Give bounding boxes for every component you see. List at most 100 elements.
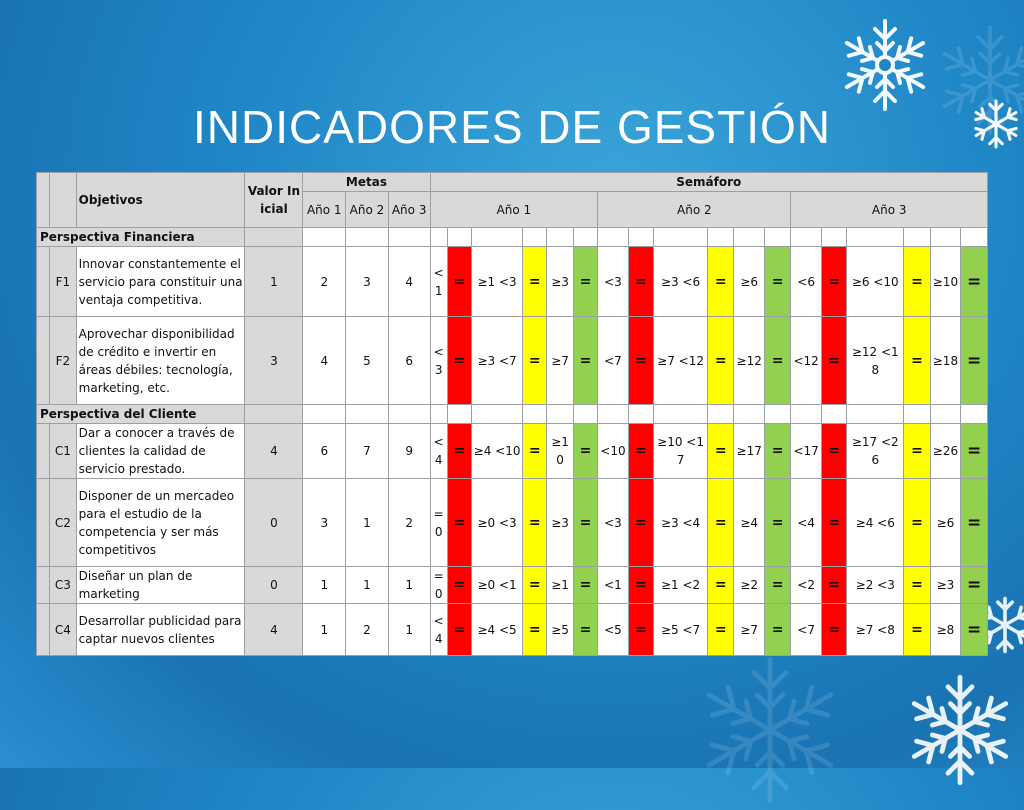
semaforo-cell: = (521, 246, 548, 317)
semaforo-cell: ≥1 <3 (471, 246, 523, 317)
semaforo-cell: <4 (429, 423, 448, 479)
semaforo-cell: = (960, 246, 988, 317)
header-objetivos: Objetivos (75, 172, 246, 228)
section-title: Perspectiva Financiera (35, 227, 246, 247)
semaforo-cell: = (960, 316, 988, 405)
semaforo-cell: ≥10 (546, 423, 574, 479)
semaforo-cell: = (572, 478, 599, 567)
semaforo-cell: = (960, 423, 988, 479)
slide-title: INDICADORES DE GESTIÓN (193, 101, 831, 153)
row-meta: 9 (387, 423, 431, 479)
header-metas: Metas (302, 172, 431, 192)
semaforo-cell: = (903, 566, 931, 604)
semaforo-cell: ≥0 <3 (471, 478, 523, 567)
semaforo-cell: = (707, 423, 735, 479)
semaforo-cell: ≥4 <6 (846, 478, 905, 567)
header-metas-year: Año 3 (387, 191, 431, 228)
table-row: C3 Diseñar un plan de marketing 0 1 1 1 =0 = ≥0 … (35, 566, 988, 604)
empty-cell (471, 404, 523, 424)
header-semaforo-year: Año 2 (597, 191, 792, 228)
semaforo-cell: = (627, 316, 655, 405)
semaforo-cell: ≥17 (733, 423, 765, 479)
empty-cell (345, 404, 389, 424)
empty-cell (572, 404, 599, 424)
row-initial-value: 4 (244, 603, 304, 656)
header-valor-inicial: Valor Inicial (244, 172, 304, 228)
semaforo-cell: = (820, 478, 848, 567)
section-row: Perspectiva del Cliente (35, 404, 988, 424)
semaforo-cell: <10 (597, 423, 629, 479)
semaforo-cell: = (572, 316, 599, 405)
semaforo-cell: = (820, 603, 848, 656)
semaforo-cell: = (820, 316, 848, 405)
row-meta: 1 (387, 566, 431, 604)
row-objective: Aprovechar disponibilidad de crédito e i… (75, 316, 246, 405)
empty-cell (733, 404, 765, 424)
empty-cell (597, 227, 629, 247)
semaforo-cell: ≥3 <6 (653, 246, 709, 317)
empty-cell (345, 227, 389, 247)
semaforo-cell: ≥1 (546, 566, 574, 604)
header-row-2: Año 1 Año 2 Año 3 Año 1 Año 2 Año 3 (37, 191, 988, 228)
semaforo-cell: = (627, 603, 655, 656)
semaforo-cell: ≥0 <1 (471, 566, 523, 604)
semaforo-cell: = (572, 566, 599, 604)
semaforo-cell: ≥3 <7 (471, 316, 523, 405)
row-meta: 6 (302, 423, 347, 479)
semaforo-cell: = (820, 566, 848, 604)
semaforo-cell: = (763, 316, 792, 405)
row-code: F2 (49, 316, 77, 405)
semaforo-cell: <4 (429, 603, 448, 656)
semaforo-cell: = (521, 566, 548, 604)
empty-cell (820, 404, 848, 424)
row-meta: 1 (387, 603, 431, 656)
semaforo-cell: = (903, 603, 931, 656)
section-title: Perspectiva del Cliente (35, 404, 246, 424)
semaforo-cell: ≥3 (546, 246, 574, 317)
row-meta: 6 (387, 316, 431, 405)
semaforo-cell: ≥1 <2 (653, 566, 709, 604)
empty-cell (653, 404, 709, 424)
row-meta: 4 (302, 316, 347, 405)
semaforo-cell: <3 (429, 316, 448, 405)
semaforo-cell: = (521, 478, 548, 567)
row-initial-value: 3 (244, 316, 304, 405)
row-blank (35, 316, 51, 405)
table-row: F1 Innovar constantemente el servicio par… (35, 246, 988, 317)
semaforo-cell: = (960, 603, 988, 656)
empty-cell (903, 227, 931, 247)
semaforo-cell: ≥12 (733, 316, 765, 405)
empty-cell (429, 404, 448, 424)
empty-cell (707, 227, 735, 247)
semaforo-cell: <4 (790, 478, 822, 567)
semaforo-cell: = (627, 566, 655, 604)
semaforo-cell: = (903, 423, 931, 479)
empty-cell (707, 404, 735, 424)
semaforo-cell: = (446, 603, 473, 656)
header-metas-year: Año 2 (345, 191, 389, 228)
row-meta: 5 (345, 316, 389, 405)
semaforo-cell: =0 (429, 566, 448, 604)
empty-cell (790, 404, 822, 424)
semaforo-cell: ≥7 <12 (653, 316, 709, 405)
empty-cell (597, 404, 629, 424)
empty-cell (903, 404, 931, 424)
semaforo-cell: ≥3 (929, 566, 962, 604)
table-row: C4 Desarrollar publicidad para captar nue… (35, 603, 988, 656)
empty-cell (521, 227, 548, 247)
row-blank (35, 423, 51, 479)
row-blank (35, 566, 51, 604)
row-initial-value: 1 (244, 246, 304, 317)
row-meta: 1 (345, 478, 389, 567)
row-objective: Disponer de un mercadeo para el estudio … (75, 478, 246, 567)
semaforo-cell: = (521, 316, 548, 405)
row-initial-value: 4 (244, 423, 304, 479)
row-initial-value: 0 (244, 478, 304, 567)
row-meta: 7 (345, 423, 389, 479)
indicators-table: Objetivos Valor Inicial Metas Semáforo A… (35, 172, 988, 656)
row-code: C2 (49, 478, 77, 567)
row-code: C3 (49, 566, 77, 604)
empty-cell (763, 404, 792, 424)
header-blank (35, 172, 51, 228)
semaforo-cell: <6 (790, 246, 822, 317)
